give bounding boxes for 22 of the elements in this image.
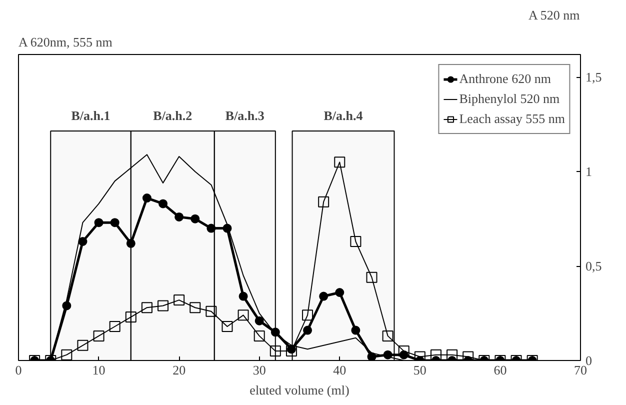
- y-tick-label: 0: [586, 353, 592, 368]
- y-tick-label: 1,5: [586, 70, 602, 85]
- x-tick-label: 50: [413, 362, 426, 378]
- legend-label: Anthrone 620 nm: [459, 71, 551, 87]
- band-label: B/a.h.2: [153, 108, 192, 123]
- x-tick-label: 40: [333, 362, 346, 378]
- x-axis-title: eluted volume (ml): [250, 382, 350, 398]
- y-axis-title: A 620nm, 555 nm: [18, 34, 112, 50]
- y-tick-label: 1: [586, 164, 592, 180]
- y2-axis-title: A 520 nm: [528, 8, 580, 22]
- x-tick-label: 60: [494, 362, 507, 378]
- x-tick-label: 20: [172, 362, 186, 378]
- band-label: B/a.h.3: [225, 108, 265, 123]
- band-label: B/a.h.4: [324, 108, 364, 123]
- legend-label: Leach assay 555 nm: [459, 111, 565, 127]
- x-tick-label: 0: [15, 362, 22, 378]
- legend-label: Biphenylol 520 nm: [459, 91, 560, 107]
- x-tick-label: 30: [252, 362, 266, 378]
- y-tick-label: 0,5: [586, 258, 602, 274]
- x-tick-label: 10: [92, 362, 106, 378]
- band-label: B/a.h.1: [71, 108, 110, 123]
- x-tick-label: 70: [574, 362, 587, 378]
